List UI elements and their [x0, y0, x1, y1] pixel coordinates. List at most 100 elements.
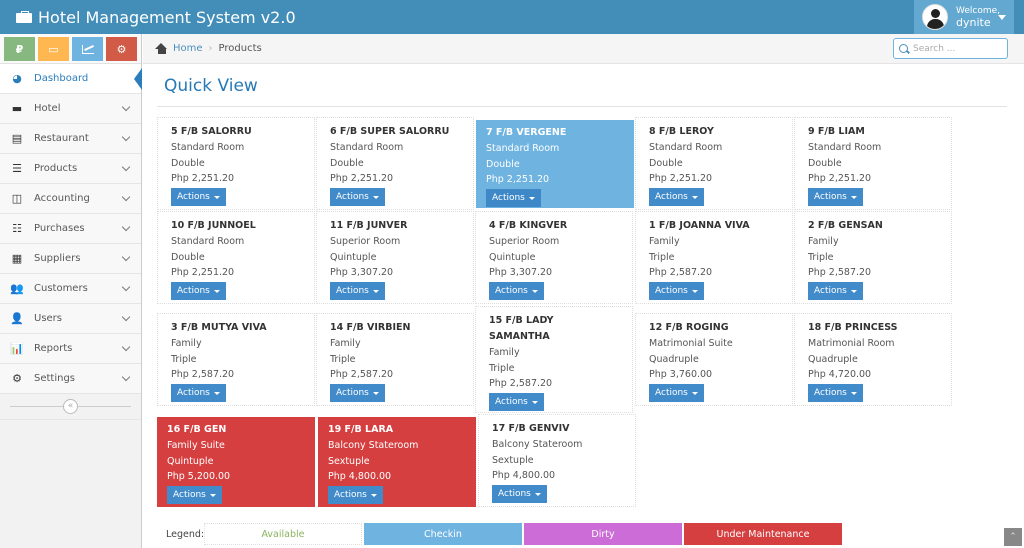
- actions-dropdown-button[interactable]: Actions: [649, 384, 704, 403]
- room-price: Php 2,587.20: [808, 267, 872, 279]
- user-menu[interactable]: Welcome, dynite: [914, 0, 1014, 34]
- actions-dropdown-button[interactable]: Actions: [171, 188, 226, 207]
- caret-down-icon: [213, 391, 220, 395]
- actions-label: Actions: [814, 388, 847, 399]
- sidebar-collapse-bar: «: [0, 394, 141, 420]
- columns-icon: ◫: [11, 192, 23, 205]
- room-type: Family: [649, 236, 680, 247]
- collapse-sidebar-button[interactable]: «: [63, 399, 78, 414]
- room-type: Standard Room: [649, 142, 723, 153]
- double-chevron-up-icon: ⌃: [1009, 532, 1017, 542]
- legend-under-maintenance: Under Maintenance: [684, 523, 842, 545]
- settings-shortcut-button[interactable]: ⚙: [106, 37, 137, 61]
- sidebar-item-dashboard[interactable]: ◕ Dashboard: [0, 64, 142, 94]
- actions-label: Actions: [336, 388, 369, 399]
- chevron-down-icon: [121, 312, 131, 322]
- list-icon: ☰: [12, 162, 22, 175]
- room-occupancy: Sextuple: [328, 455, 370, 467]
- room-price: Php 3,760.00: [649, 369, 713, 381]
- room-name: 1 F/B JOANNA VIVA: [649, 220, 750, 231]
- actions-dropdown-button[interactable]: Actions: [330, 384, 385, 403]
- card-shortcut-button[interactable]: ▭: [38, 37, 69, 61]
- room-occupancy: Quintuple: [489, 251, 536, 263]
- ruble-shortcut-button[interactable]: ₽: [4, 37, 35, 61]
- caret-down-icon: [213, 289, 220, 293]
- list-alt-icon: ▤: [11, 132, 23, 145]
- actions-label: Actions: [334, 490, 367, 501]
- sidebar-item-restaurant[interactable]: ▤ Restaurant: [0, 124, 141, 154]
- room-occupancy: Double: [330, 157, 364, 169]
- room-type: Superior Room: [489, 236, 560, 247]
- caret-down-icon: [691, 289, 698, 293]
- room-type: Standard Room: [330, 142, 404, 153]
- actions-dropdown-button[interactable]: Actions: [171, 384, 226, 403]
- room-type: Family: [171, 338, 202, 349]
- room-card: 19 F/B LARA Balcony Stateroom Sextuple P…: [318, 417, 476, 507]
- sidebar-item-reports[interactable]: 📊 Reports: [0, 334, 141, 364]
- actions-dropdown-button[interactable]: Actions: [489, 282, 544, 301]
- sidebar-item-label: Restaurant: [34, 133, 89, 144]
- legend-label: Legend:: [166, 529, 205, 540]
- room-name: 14 F/B VIRBIEN: [330, 322, 411, 333]
- sidebar-item-suppliers[interactable]: ▦ Suppliers: [0, 244, 141, 274]
- home-icon: [155, 43, 168, 54]
- scroll-to-top-button[interactable]: ⌃: [1004, 528, 1022, 546]
- actions-dropdown-button[interactable]: Actions: [649, 282, 704, 301]
- room-occupancy: Sextuple: [492, 454, 534, 466]
- line-chart-icon: [81, 44, 94, 54]
- actions-dropdown-button[interactable]: Actions: [649, 188, 704, 207]
- room-occupancy: Quadruple: [649, 353, 699, 365]
- room-price: Php 2,251.20: [330, 173, 394, 185]
- chevron-down-icon: [121, 342, 131, 352]
- actions-dropdown-button[interactable]: Actions: [330, 188, 385, 207]
- sidebar-item-products[interactable]: ☰ Products: [0, 154, 141, 184]
- actions-label: Actions: [336, 286, 369, 297]
- sidebar-item-settings[interactable]: ⚙ Settings: [0, 364, 141, 394]
- caret-down-icon: [691, 195, 698, 199]
- sidebar-item-label: Hotel: [34, 103, 61, 114]
- group-icon: 👥: [10, 282, 24, 295]
- actions-dropdown-button[interactable]: Actions: [328, 486, 383, 505]
- chart-shortcut-button[interactable]: [72, 37, 103, 61]
- room-type: Family: [489, 347, 520, 358]
- room-type: Standard Room: [486, 143, 560, 154]
- top-navbar: Hotel Management System v2.0 Welcome, dy…: [0, 0, 1024, 34]
- actions-dropdown-button[interactable]: Actions: [808, 188, 863, 207]
- user-icon: 👤: [10, 312, 24, 325]
- room-name: 7 F/B VERGENE: [486, 127, 567, 138]
- breadcrumb-home-link[interactable]: Home: [173, 43, 203, 54]
- actions-label: Actions: [173, 490, 206, 501]
- actions-dropdown-button[interactable]: Actions: [489, 393, 544, 412]
- sidebar-item-accounting[interactable]: ◫ Accounting: [0, 184, 141, 214]
- app-brand[interactable]: Hotel Management System v2.0: [16, 0, 296, 34]
- room-name: 4 F/B KINGVER: [489, 220, 568, 231]
- sidebar-item-hotel[interactable]: ▬ Hotel: [0, 94, 141, 124]
- room-card: 5 F/B SALORRU Standard Room Double Php 2…: [157, 117, 315, 210]
- actions-dropdown-button[interactable]: Actions: [808, 282, 863, 301]
- sidebar-item-label: Settings: [34, 373, 76, 384]
- sidebar-item-label: Users: [34, 313, 63, 324]
- sidebar-item-users[interactable]: 👤 Users: [0, 304, 141, 334]
- sidebar-item-label: Suppliers: [34, 253, 81, 264]
- actions-dropdown-button[interactable]: Actions: [808, 384, 863, 403]
- room-card: 8 F/B LEROY Standard Room Double Php 2,2…: [635, 117, 793, 210]
- actions-dropdown-button[interactable]: Actions: [171, 282, 226, 301]
- room-name: 18 F/B PRINCESS: [808, 322, 898, 333]
- caret-down-icon: [209, 493, 216, 497]
- cogs-icon: ⚙: [116, 42, 127, 56]
- sidebar-item-customers[interactable]: 👥 Customers: [0, 274, 141, 304]
- app-title: Hotel Management System v2.0: [38, 7, 296, 27]
- actions-dropdown-button[interactable]: Actions: [492, 485, 547, 504]
- room-price: Php 2,251.20: [649, 173, 713, 185]
- caret-down-icon: [850, 195, 857, 199]
- actions-label: Actions: [336, 192, 369, 203]
- breadcrumb: Home › Products: [143, 34, 1024, 64]
- sidebar-item-purchases[interactable]: ☷ Purchases: [0, 214, 141, 244]
- actions-dropdown-button[interactable]: Actions: [330, 282, 385, 301]
- room-card: 3 F/B MUTYA VIVA Family Triple Php 2,587…: [157, 313, 315, 406]
- actions-dropdown-button[interactable]: Actions: [486, 189, 541, 208]
- actions-dropdown-button[interactable]: Actions: [167, 486, 222, 505]
- room-occupancy: Double: [649, 157, 683, 169]
- search-input[interactable]: [913, 43, 1003, 54]
- actions-label: Actions: [655, 388, 688, 399]
